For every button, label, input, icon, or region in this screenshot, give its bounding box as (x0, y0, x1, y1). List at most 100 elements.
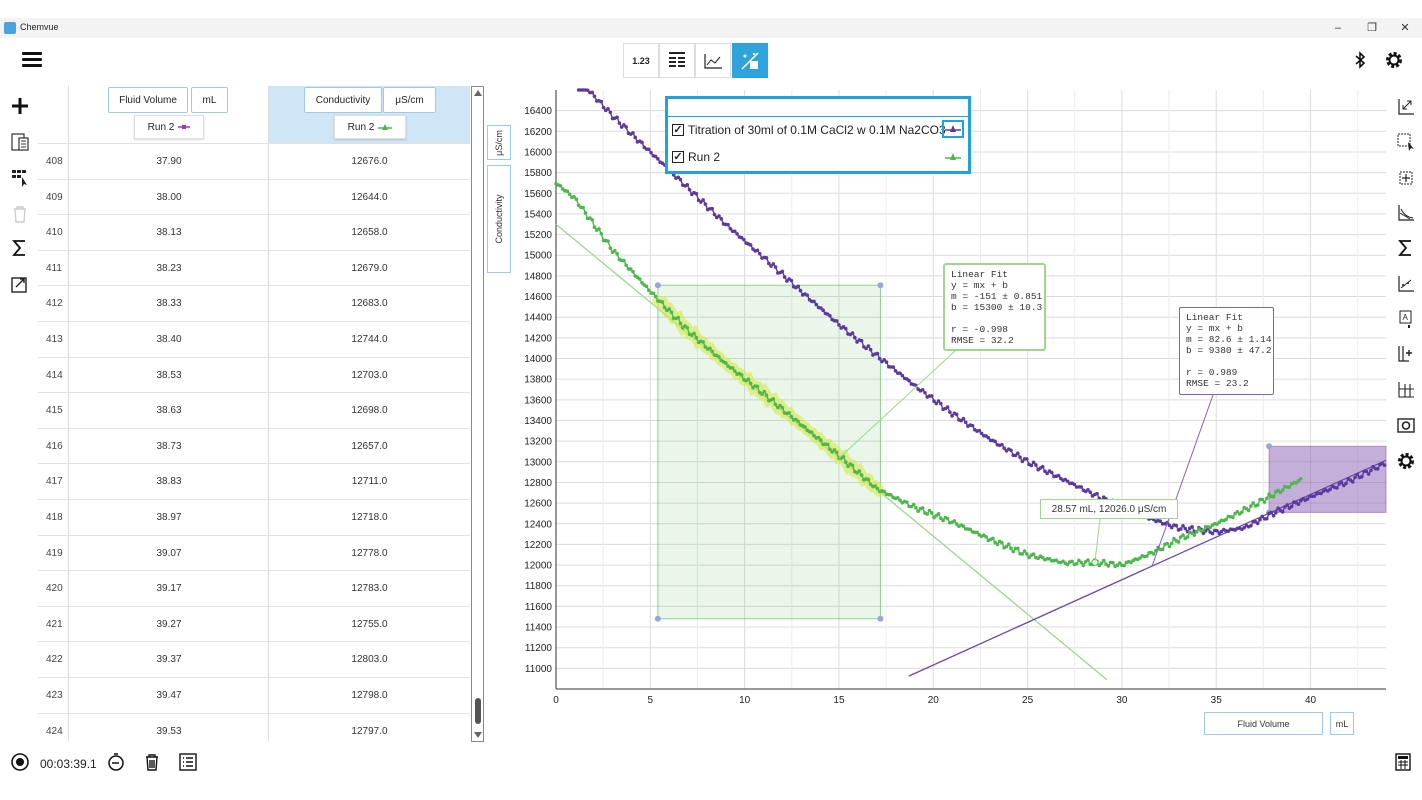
record-icon[interactable] (10, 752, 30, 772)
data-point (923, 390, 927, 395)
table-row[interactable]: 421 39.27 12755.0 (38, 605, 470, 642)
legend-marker-titration[interactable] (942, 120, 964, 138)
curve-fit-icon[interactable] (1396, 274, 1416, 294)
legend-item-run2[interactable]: ✓ Run 2 (672, 148, 720, 166)
fluid-volume-header-button[interactable]: Fluid Volume (108, 87, 188, 113)
table-row[interactable]: 423 39.47 12798.0 (38, 677, 470, 713)
timer-options-icon[interactable] (106, 752, 126, 772)
sigma-statistics-icon[interactable] (10, 238, 30, 258)
export-icon[interactable] (10, 274, 30, 294)
data-point (1138, 556, 1142, 560)
scroll-down-arrow[interactable] (474, 732, 482, 738)
camera-icon[interactable] (1396, 415, 1416, 435)
legend-marker-run2[interactable] (942, 148, 964, 166)
selection-region[interactable] (1268, 445, 1387, 513)
data-point (1099, 561, 1104, 565)
select-region-icon[interactable] (1396, 132, 1416, 152)
data-point (782, 275, 787, 279)
delete-icon-disabled[interactable] (10, 204, 30, 224)
graph-tools-view-button[interactable] (732, 43, 768, 78)
graph-canvas[interactable]: 11000 11200 11400 11600 11800 12000 12200 12400… (512, 86, 1388, 712)
delete-data-icon[interactable] (142, 752, 162, 772)
conductivity-header-button[interactable]: Conductivity (304, 87, 382, 113)
data-point (624, 263, 628, 268)
data-point (1271, 513, 1276, 518)
close-button[interactable]: ✕ (1400, 22, 1410, 34)
table-row[interactable]: 424 39.53 12797.0 (38, 712, 470, 742)
data-point (1274, 510, 1278, 515)
table-row[interactable]: 418 38.97 12718.0 (38, 499, 470, 535)
data-point (1174, 523, 1179, 528)
bluetooth-icon[interactable] (1350, 50, 1370, 70)
y-tick-label: 12800 (524, 478, 552, 489)
stacked-graphs-icon[interactable] (1396, 380, 1416, 400)
selection-handle[interactable] (1266, 443, 1273, 450)
data-point (694, 191, 699, 196)
settings-gear-icon[interactable] (1384, 50, 1404, 70)
cursor-readout: 28.57 mL, 12026.0 μS/cm (1040, 499, 1178, 519)
x-tick-label: 20 (928, 695, 940, 706)
legend-checkbox-titration[interactable]: ✓ (672, 124, 684, 136)
minimize-button[interactable]: – (1334, 22, 1342, 34)
conductivity-run-tag[interactable]: Run 2 (334, 115, 406, 139)
linear-fit-box-purple[interactable]: Linear Fit y = mx + b m = 82.6 ± 1.14 b … (1179, 307, 1274, 395)
table-row[interactable]: 417 38.83 12711.0 (38, 463, 470, 499)
y-axis-unit-button[interactable]: μS/cm (487, 125, 511, 160)
x-axis-name-button[interactable]: Fluid Volume (1204, 712, 1323, 735)
selection-handle[interactable] (654, 282, 661, 289)
graph-view-button[interactable] (695, 43, 731, 78)
data-point (647, 288, 651, 293)
table-row[interactable]: 408 37.90 12676.0 (38, 143, 470, 179)
data-marking-icon[interactable] (10, 168, 30, 188)
conductivity-unit-button[interactable]: μS/cm (383, 87, 436, 113)
table-view-button[interactable] (659, 43, 695, 78)
annotation-icon[interactable]: A (1396, 309, 1416, 329)
autoscale-icon[interactable] (1396, 97, 1416, 117)
calculated-column-icon[interactable] (10, 132, 30, 152)
data-point (932, 399, 936, 404)
data-point (1369, 468, 1373, 473)
table-row[interactable]: 415 38.63 12698.0 (38, 392, 470, 428)
legend-item-titration[interactable]: ✓ Titration of 30ml of 0.1M CaCl2 w 0.1M… (672, 121, 946, 139)
tangent-icon[interactable] (1396, 203, 1416, 223)
data-set-list-icon[interactable] (178, 752, 198, 772)
selection-handle[interactable] (654, 615, 661, 622)
add-icon[interactable] (10, 96, 30, 116)
table-scrollbar[interactable] (471, 86, 484, 742)
data-point (1122, 563, 1126, 568)
add-graph-icon[interactable] (1396, 344, 1416, 364)
data-point (1255, 503, 1260, 507)
scroll-thumb[interactable] (475, 698, 481, 724)
scroll-up-arrow[interactable] (474, 90, 482, 96)
hamburger-menu-icon[interactable] (22, 52, 42, 68)
statistics-sigma-icon[interactable] (1396, 238, 1416, 258)
table-row[interactable]: 416 38.73 12657.0 (38, 427, 470, 464)
data-point (1009, 546, 1013, 551)
examine-icon[interactable] (1396, 168, 1416, 188)
restore-button[interactable]: ❐ (1367, 22, 1377, 34)
legend-drag-bar[interactable] (668, 99, 968, 117)
row-index: 422 (46, 654, 63, 666)
table-row[interactable]: 422 39.37 12803.0 (38, 641, 470, 677)
table-row[interactable]: 419 39.07 12778.0 (38, 534, 470, 571)
selection-handle[interactable] (877, 615, 884, 622)
y-axis-name-button[interactable]: Conductivity (487, 165, 511, 273)
graph-legend[interactable]: ✓ Titration of 30ml of 0.1M CaCl2 w 0.1M… (665, 96, 971, 174)
table-row[interactable]: 411 38.23 12679.0 (38, 249, 470, 286)
calculator-icon[interactable] (1393, 752, 1413, 772)
fluid-volume-run-tag[interactable]: Run 2 (134, 115, 204, 139)
table-row[interactable]: 420 39.17 12783.0 (38, 570, 470, 606)
graph-settings-gear-icon[interactable] (1396, 451, 1416, 471)
linear-fit-box-green[interactable]: Linear Fit y = mx + b m = -151 ± 0.851 b… (943, 263, 1046, 351)
table-row[interactable]: 413 38.40 12744.0 (38, 321, 470, 357)
legend-checkbox-run2[interactable]: ✓ (672, 151, 684, 163)
data-point (828, 313, 832, 318)
table-row[interactable]: 409 38.00 12644.0 (38, 178, 470, 215)
selection-handle[interactable] (877, 282, 884, 289)
table-row[interactable]: 412 38.33 12683.0 (38, 285, 470, 321)
x-axis-unit-button[interactable]: mL (1330, 712, 1354, 735)
table-row[interactable]: 414 38.53 12703.0 (38, 356, 470, 393)
table-row[interactable]: 410 38.13 12658.0 (38, 214, 470, 250)
fluid-volume-unit-button[interactable]: mL (191, 87, 228, 113)
digits-view-button[interactable]: 1.23 (623, 43, 659, 78)
